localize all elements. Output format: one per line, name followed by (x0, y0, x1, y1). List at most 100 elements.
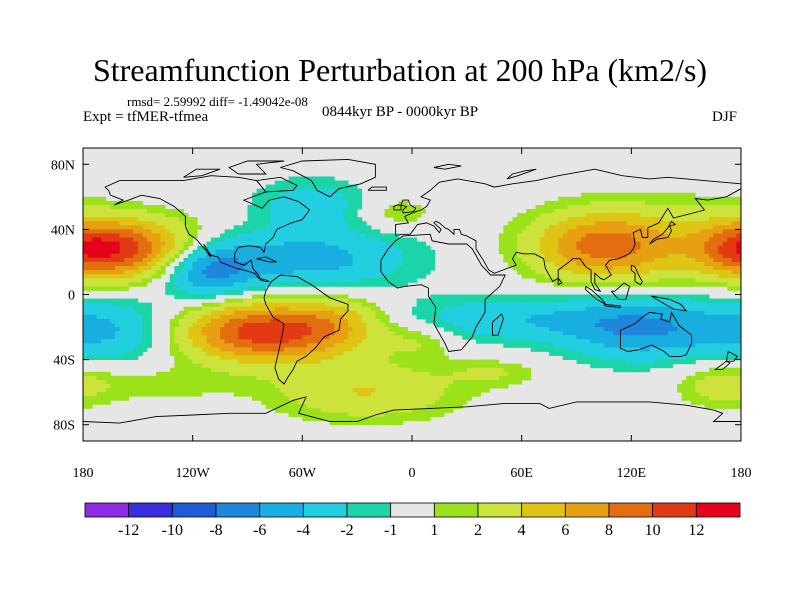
field-cell (713, 298, 719, 304)
field-cell (302, 196, 308, 202)
field-cell (686, 310, 692, 316)
field-cell (366, 266, 372, 271)
field-cell (256, 278, 262, 283)
field-cell (562, 266, 568, 271)
field-cell (375, 270, 381, 275)
field-cell (686, 204, 692, 210)
field-cell (412, 261, 417, 267)
field-cell (631, 355, 637, 361)
field-cell (348, 204, 353, 210)
field-cell (192, 233, 198, 238)
field-cell (713, 209, 719, 214)
field-cell (430, 294, 436, 299)
field-cell (718, 249, 724, 255)
field-cell (558, 245, 564, 251)
field-cell (626, 318, 632, 324)
field-cell (101, 261, 107, 267)
field-cell (640, 270, 646, 275)
field-cell (329, 327, 335, 332)
field-cell (475, 322, 481, 328)
field-cell (348, 331, 353, 336)
field-cell (329, 217, 335, 222)
field-cell (142, 237, 148, 242)
field-cell (192, 331, 198, 336)
field-cell (549, 310, 555, 316)
field-cell (681, 274, 687, 279)
field-cell (284, 249, 290, 255)
field-cell (183, 213, 189, 218)
field-cell (585, 196, 591, 202)
field-cell (83, 371, 88, 377)
field-cell (146, 204, 152, 210)
field-cell (229, 261, 235, 267)
field-cell (178, 327, 184, 332)
field-cell (704, 274, 710, 279)
field-cell (567, 249, 573, 255)
field-cell (256, 298, 262, 304)
field-cell (622, 339, 628, 344)
field-cell (686, 266, 692, 271)
field-cell (380, 335, 385, 340)
field-cell (635, 253, 641, 259)
field-cell (329, 188, 335, 194)
field-cell (457, 367, 463, 373)
field-cell (96, 257, 102, 263)
field-cell (681, 314, 687, 320)
field-cell (174, 209, 180, 214)
field-cell (133, 274, 139, 279)
field-cell (151, 249, 157, 255)
field-cell (562, 241, 568, 247)
field-cell (626, 253, 632, 259)
field-cell (229, 355, 235, 361)
field-cell (247, 343, 253, 348)
field-cell (325, 180, 331, 186)
field-cell (544, 339, 550, 344)
field-cell (416, 367, 422, 373)
field-cell (622, 233, 628, 238)
field-cell (192, 249, 198, 255)
field-cell (320, 294, 326, 299)
field-cell (709, 339, 714, 344)
field-cell (316, 184, 322, 190)
field-cell (594, 282, 600, 287)
field-cell (361, 302, 367, 308)
field-cell (658, 306, 664, 312)
field-cell (169, 351, 175, 356)
field-cell (133, 253, 139, 259)
field-cell (370, 347, 376, 352)
field-cell (576, 331, 582, 336)
field-cell (608, 335, 614, 340)
field-cell (169, 233, 175, 238)
field-cell (430, 318, 436, 324)
field-cell (599, 310, 605, 316)
field-cell (686, 322, 692, 328)
field-cell (352, 184, 358, 190)
field-cell (690, 196, 696, 202)
field-cell (316, 270, 322, 275)
field-cell (297, 322, 303, 328)
field-cell (92, 306, 98, 312)
field-cell (393, 249, 399, 255)
field-cell (311, 302, 317, 308)
field-cell (672, 314, 678, 320)
field-cell (599, 331, 605, 336)
field-cell (233, 359, 239, 365)
field-cell (704, 351, 710, 356)
field-cell (498, 306, 504, 312)
field-cell (137, 245, 143, 251)
field-cell (101, 237, 107, 242)
field-cell (608, 318, 614, 324)
field-cell (329, 343, 335, 348)
field-cell (370, 257, 376, 263)
field-cell (165, 371, 171, 377)
field-cell (558, 253, 564, 259)
field-cell (261, 245, 267, 251)
field-cell (279, 209, 285, 214)
field-cell (613, 217, 619, 222)
field-cell (229, 371, 235, 377)
field-cell (562, 237, 568, 242)
field-cell (188, 257, 194, 263)
field-cell (133, 347, 139, 352)
field-cell (151, 245, 157, 251)
field-cell (215, 290, 221, 295)
